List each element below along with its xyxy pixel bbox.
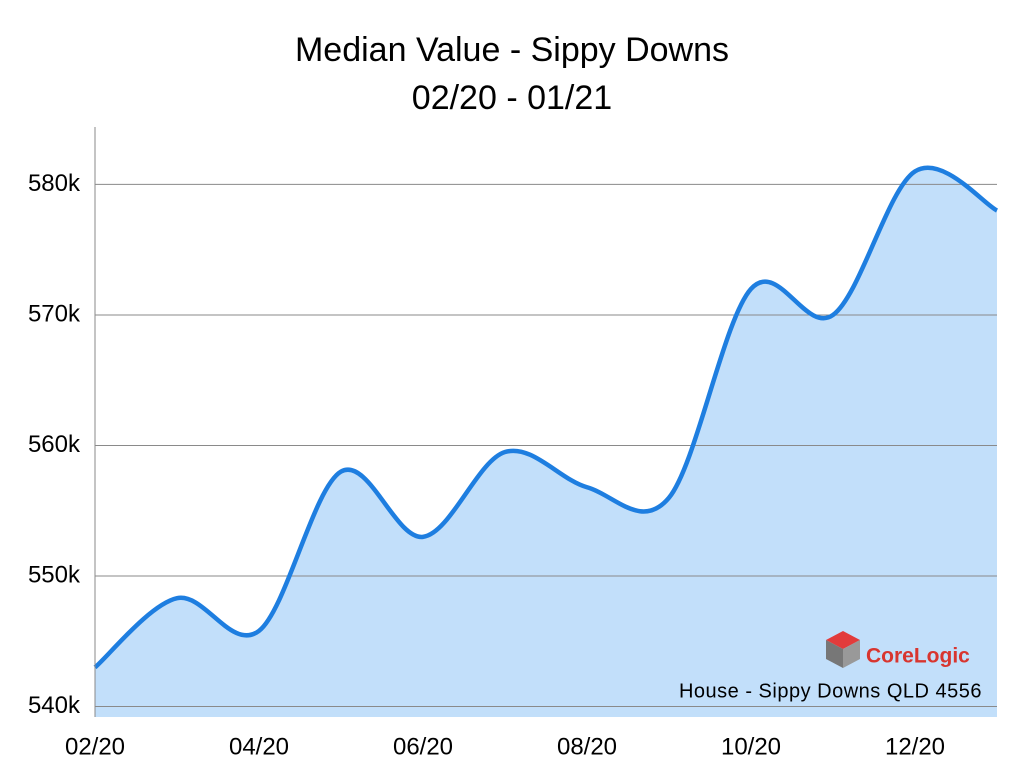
- x-tick-label: 02/20: [65, 733, 125, 760]
- x-tick-label: 06/20: [393, 733, 453, 760]
- area: [95, 167, 997, 717]
- chart-title: Median Value - Sippy Downs: [295, 31, 729, 69]
- x-tick-label: 12/20: [885, 733, 945, 760]
- y-tick-label: 560k: [28, 431, 81, 458]
- x-tick-label: 10/20: [721, 733, 781, 760]
- logo-text: CoreLogic: [866, 645, 970, 668]
- y-tick-label: 580k: [28, 170, 81, 197]
- y-tick-label: 570k: [28, 300, 81, 327]
- logo-icon: [826, 640, 843, 668]
- x-tick-label: 04/20: [229, 733, 289, 760]
- logo-icon: [843, 640, 860, 668]
- y-tick-label: 550k: [28, 561, 81, 588]
- legend-label: House - Sippy Downs QLD 4556: [679, 680, 982, 702]
- y-tick-label: 540k: [28, 692, 81, 719]
- line: [93, 165, 999, 670]
- x-tick-label: 08/20: [557, 733, 617, 760]
- chart-subtitle: 02/20 - 01/21: [412, 79, 612, 117]
